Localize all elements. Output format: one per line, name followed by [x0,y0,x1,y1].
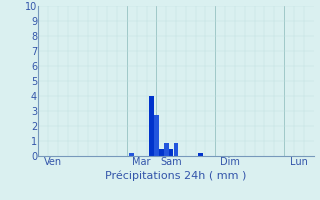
Bar [164,143,169,156]
X-axis label: Précipitations 24h ( mm ): Précipitations 24h ( mm ) [105,170,247,181]
Bar [169,148,173,156]
Bar [149,96,154,156]
Bar [198,153,203,156]
Bar [159,148,164,156]
Bar [129,153,134,156]
Bar [174,143,178,156]
Bar [154,115,159,156]
